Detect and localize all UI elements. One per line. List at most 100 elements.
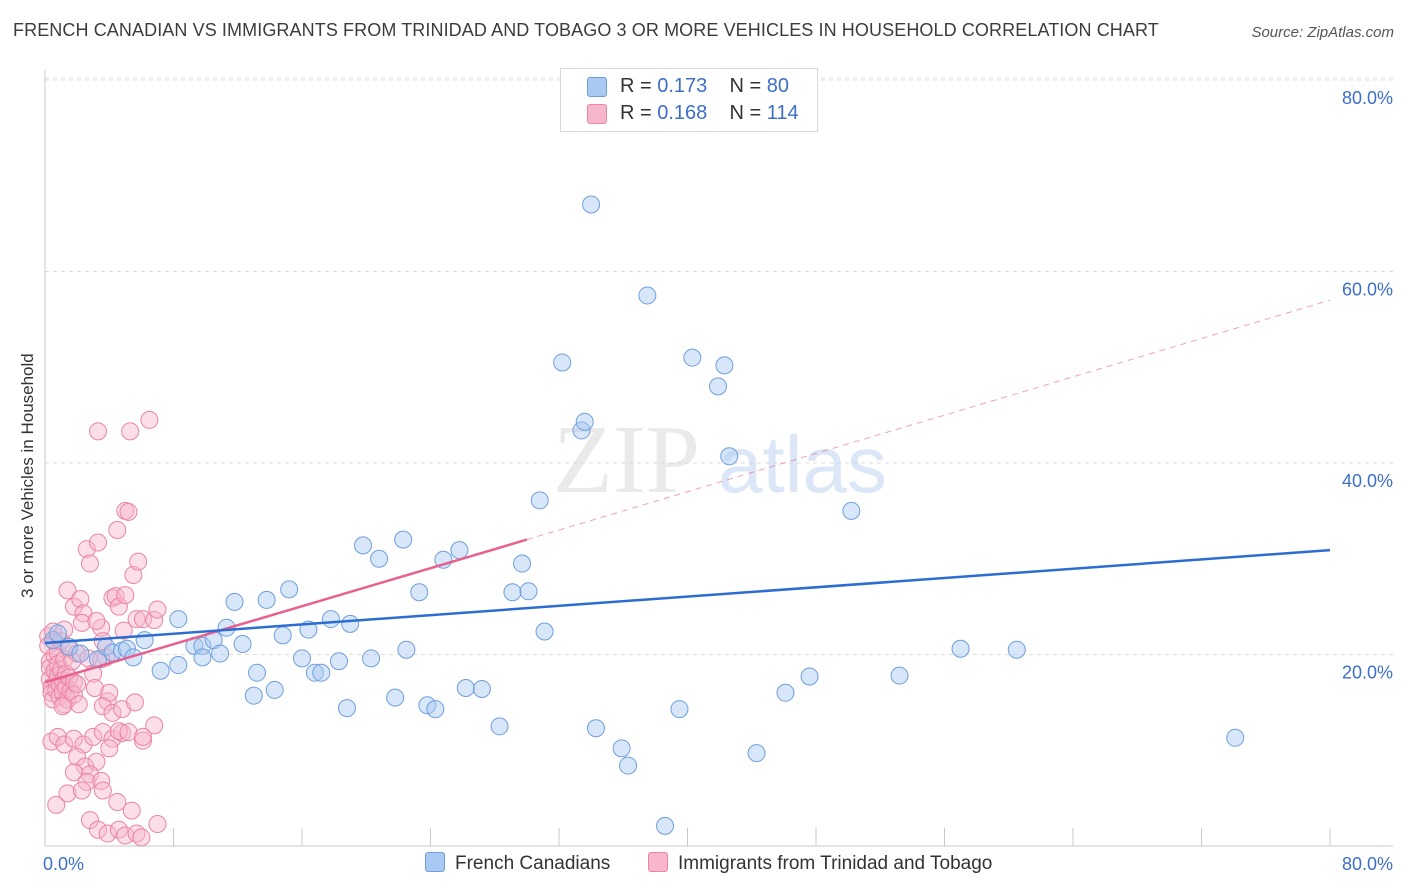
french-canadian-point xyxy=(530,491,549,510)
french-canadian-swatch xyxy=(587,77,607,97)
french-canadian-point xyxy=(951,639,970,658)
trinidad-point xyxy=(64,685,83,704)
trinidad-point xyxy=(93,781,112,800)
trinidad-point xyxy=(133,731,152,750)
trinidad-point xyxy=(103,703,122,722)
trinidad-point xyxy=(72,781,91,800)
french-canadian-point xyxy=(225,592,244,611)
french-canadian-point xyxy=(575,412,594,431)
trinidad-point xyxy=(87,611,106,630)
french-canadian-point xyxy=(656,816,675,835)
trinidad-point xyxy=(148,600,167,619)
trinidad-point xyxy=(109,722,128,741)
y-tick-label: 20.0% xyxy=(1342,663,1393,683)
french-canadian-point xyxy=(1226,728,1245,747)
tick-labels: 20.0% 40.0% 60.0% 80.0% 0.0% 80.0% xyxy=(43,88,1393,874)
trinidad-point xyxy=(89,820,108,839)
french-canadian-point xyxy=(410,583,429,602)
french-canadian-point xyxy=(211,644,230,663)
n-label: N = xyxy=(729,102,762,124)
watermark-zip: ZIP xyxy=(553,406,700,514)
french-canadian-point xyxy=(280,580,299,599)
legend-label: Immigrants from Trinidad and Tobago xyxy=(678,853,993,874)
trinidad-trend-line xyxy=(44,538,528,684)
trinidad-point xyxy=(72,613,91,632)
french-canadian-point xyxy=(513,554,532,573)
french-canadian-point xyxy=(329,652,348,671)
r-value: 0.168 xyxy=(657,102,708,124)
french-canadian-point xyxy=(586,719,605,738)
trinidad-point xyxy=(116,586,135,605)
trinidad-point xyxy=(133,727,152,746)
r-value: 0.173 xyxy=(657,75,708,97)
trinidad-point xyxy=(129,552,148,571)
french-canadian-point xyxy=(456,679,475,698)
trinidad-point xyxy=(55,735,74,754)
french-canadian-point xyxy=(720,447,739,466)
trinidad-point xyxy=(132,828,151,847)
trinidad-point xyxy=(103,729,122,748)
r-label: R = xyxy=(620,75,652,97)
trinidad-point xyxy=(85,679,104,698)
trinidad-point xyxy=(89,422,108,441)
french-canadian-point xyxy=(321,610,340,629)
y-tick-label: 40.0% xyxy=(1342,471,1393,491)
watermark-atlas: atlas xyxy=(718,420,887,509)
trend-lines xyxy=(44,299,1331,684)
trinidad-point xyxy=(125,693,144,712)
x-tick-label-min: 0.0% xyxy=(43,854,84,874)
trinidad-point xyxy=(68,675,87,694)
french-canadian-point xyxy=(638,286,657,305)
trinidad-point xyxy=(93,723,112,742)
french-canadian-point xyxy=(354,536,373,555)
trinidad-point xyxy=(108,792,127,811)
french-canadian-point xyxy=(169,656,188,675)
french-canadian-point xyxy=(312,663,331,682)
legend-trinidad: Immigrants from Trinidad and Tobago xyxy=(648,852,992,875)
trinidad-point xyxy=(124,566,143,585)
legend-swatch-pink xyxy=(648,852,668,872)
french-canadian-point xyxy=(337,699,356,718)
french-canadian-point xyxy=(426,700,445,719)
french-canadian-point xyxy=(341,614,360,633)
trinidad-trend-extension xyxy=(526,299,1331,541)
trinidad-point xyxy=(114,621,133,640)
chart-title: FRENCH CANADIAN VS IMMIGRANTS FROM TRINI… xyxy=(13,20,1159,40)
trinidad-point xyxy=(140,410,159,429)
french-canadian-point xyxy=(553,353,572,372)
trinidad-point xyxy=(108,521,127,540)
french-canadian-point xyxy=(394,530,413,549)
source-label: Source: ZipAtlas.com xyxy=(1251,24,1394,41)
french-canadian-point xyxy=(670,700,689,719)
legend-swatch-blue xyxy=(425,852,445,872)
french-canadian-point xyxy=(397,640,416,659)
french-canadian-point xyxy=(233,634,252,653)
french-canadian-point xyxy=(257,590,276,609)
trinidad-point xyxy=(119,723,138,742)
trinidad-point xyxy=(122,801,141,820)
trinidad-point xyxy=(113,724,132,743)
y-tick-label: 80.0% xyxy=(1342,88,1393,108)
trinidad-point xyxy=(109,597,128,616)
trinidad-point xyxy=(53,697,72,716)
french-canadian-point xyxy=(193,648,212,667)
trinidad-point xyxy=(145,716,164,735)
trinidad-point xyxy=(84,727,103,746)
french-canadian-point xyxy=(715,356,734,375)
trinidad-point xyxy=(71,589,90,608)
trinidad-point xyxy=(121,422,140,441)
trinidad-point xyxy=(119,502,138,521)
french-canadian-point xyxy=(1007,640,1026,659)
french-canadian-point xyxy=(362,649,381,668)
axes xyxy=(44,70,1393,847)
trinidad-point xyxy=(145,611,164,630)
french-canadian-point xyxy=(800,667,819,686)
french-canadian-point xyxy=(619,756,638,775)
trinidad-point xyxy=(89,533,108,552)
legend-label: French Canadians xyxy=(455,853,611,874)
french-canadian-point xyxy=(472,679,491,698)
french-canadian-point xyxy=(386,688,405,707)
trinidad-point xyxy=(64,729,83,748)
trinidad-swatch xyxy=(587,104,607,124)
